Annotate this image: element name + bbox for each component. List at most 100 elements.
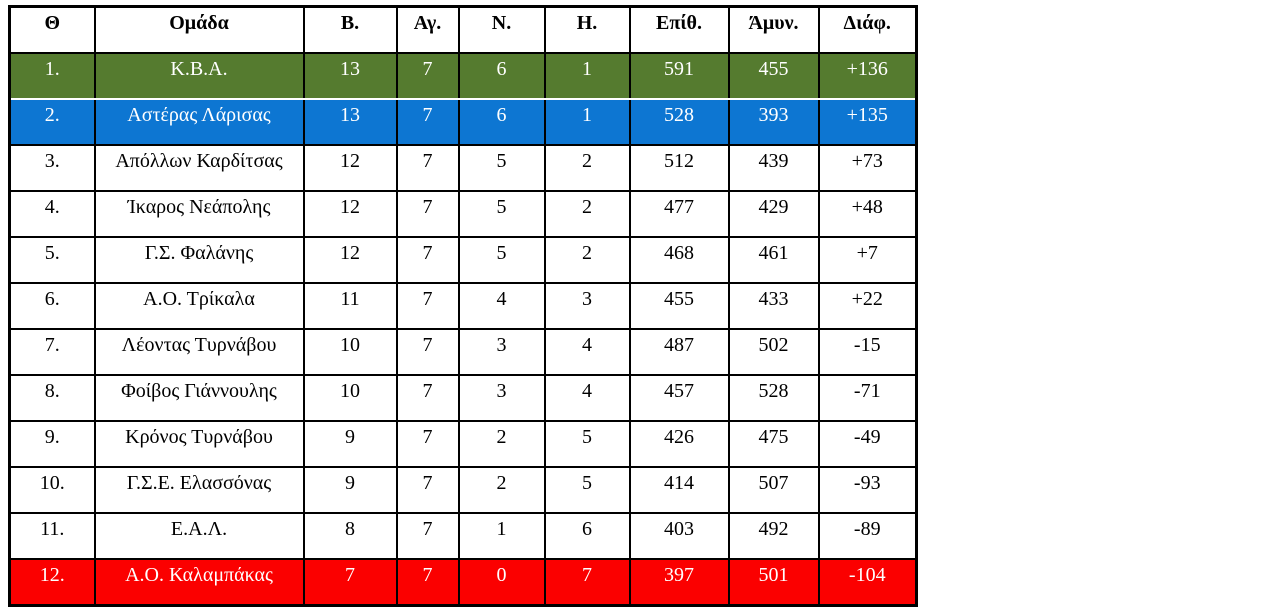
- cell-points-against: 492: [727, 512, 820, 560]
- cell-team: Ε.Α.Λ.: [93, 512, 305, 560]
- cell-points-against: 507: [727, 466, 820, 514]
- cell-position: 4.: [8, 190, 96, 238]
- cell-losses: 1: [543, 98, 631, 146]
- cell-points: 8: [302, 512, 398, 560]
- table-row: 5. Γ.Σ. Φαλάνης 12 7 5 2 468 461 +7: [8, 236, 918, 284]
- table-row: 1. Κ.Β.Α. 13 7 6 1 591 455 +136: [8, 52, 918, 100]
- cell-points-against: 393: [727, 98, 820, 146]
- cell-losses: 5: [543, 466, 631, 514]
- cell-losses: 7: [543, 558, 631, 607]
- cell-team: Κρόνος Τυρνάβου: [93, 420, 305, 468]
- standings-table-container: Θ Ομάδα Β. Αγ. Ν. Η. Επίθ. Άμυν. Διάφ. 1…: [8, 5, 918, 607]
- header-wins: Ν.: [457, 5, 546, 54]
- cell-points-for: 468: [628, 236, 730, 284]
- cell-position: 10.: [8, 466, 96, 514]
- cell-wins: 5: [457, 190, 546, 238]
- table-row: 4. Ίκαρος Νεάπολης 12 7 5 2 477 429 +48: [8, 190, 918, 238]
- cell-diff: -49: [817, 420, 918, 468]
- header-games: Αγ.: [395, 5, 460, 54]
- cell-team: Γ.Σ.Ε. Ελασσόνας: [93, 466, 305, 514]
- cell-losses: 6: [543, 512, 631, 560]
- cell-diff: -15: [817, 328, 918, 376]
- cell-team: Ίκαρος Νεάπολης: [93, 190, 305, 238]
- cell-games: 7: [395, 374, 460, 422]
- cell-team: Λέοντας Τυρνάβου: [93, 328, 305, 376]
- cell-points-for: 487: [628, 328, 730, 376]
- cell-losses: 1: [543, 52, 631, 100]
- table-row: 9. Κρόνος Τυρνάβου 9 7 2 5 426 475 -49: [8, 420, 918, 468]
- cell-team: Α.Ο. Τρίκαλα: [93, 282, 305, 330]
- cell-diff: +22: [817, 282, 918, 330]
- cell-team: Φοίβος Γιάννουλης: [93, 374, 305, 422]
- cell-points-against: 475: [727, 420, 820, 468]
- cell-points-for: 414: [628, 466, 730, 514]
- cell-points-against: 455: [727, 52, 820, 100]
- cell-games: 7: [395, 420, 460, 468]
- cell-team: Α.Ο. Καλαμπάκας: [93, 558, 305, 607]
- cell-position: 7.: [8, 328, 96, 376]
- cell-points: 9: [302, 420, 398, 468]
- cell-points: 11: [302, 282, 398, 330]
- cell-games: 7: [395, 236, 460, 284]
- cell-team: Κ.Β.Α.: [93, 52, 305, 100]
- cell-diff: +135: [817, 98, 918, 146]
- cell-games: 7: [395, 328, 460, 376]
- header-position: Θ: [8, 5, 96, 54]
- cell-diff: -104: [817, 558, 918, 607]
- cell-wins: 3: [457, 374, 546, 422]
- cell-losses: 2: [543, 190, 631, 238]
- cell-diff: +136: [817, 52, 918, 100]
- table-row: 8. Φοίβος Γιάννουλης 10 7 3 4 457 528 -7…: [8, 374, 918, 422]
- cell-points-against: 501: [727, 558, 820, 607]
- cell-position: 2.: [8, 98, 96, 146]
- cell-games: 7: [395, 512, 460, 560]
- cell-points: 10: [302, 328, 398, 376]
- header-points-against: Άμυν.: [727, 5, 820, 54]
- cell-points: 7: [302, 558, 398, 607]
- table-row: 11. Ε.Α.Λ. 8 7 1 6 403 492 -89: [8, 512, 918, 560]
- cell-points-against: 439: [727, 144, 820, 192]
- cell-points-for: 477: [628, 190, 730, 238]
- header-diff: Διάφ.: [817, 5, 918, 54]
- cell-games: 7: [395, 190, 460, 238]
- cell-wins: 5: [457, 144, 546, 192]
- cell-points-for: 591: [628, 52, 730, 100]
- cell-points: 12: [302, 144, 398, 192]
- cell-position: 1.: [8, 52, 96, 100]
- cell-wins: 3: [457, 328, 546, 376]
- cell-losses: 4: [543, 328, 631, 376]
- cell-position: 12.: [8, 558, 96, 607]
- cell-diff: +48: [817, 190, 918, 238]
- cell-points: 12: [302, 236, 398, 284]
- table-row: 3. Απόλλων Καρδίτσας 12 7 5 2 512 439 +7…: [8, 144, 918, 192]
- cell-wins: 6: [457, 52, 546, 100]
- cell-wins: 5: [457, 236, 546, 284]
- cell-points-for: 512: [628, 144, 730, 192]
- cell-wins: 6: [457, 98, 546, 146]
- table-row: 7. Λέοντας Τυρνάβου 10 7 3 4 487 502 -15: [8, 328, 918, 376]
- cell-points: 9: [302, 466, 398, 514]
- cell-points-for: 426: [628, 420, 730, 468]
- cell-losses: 5: [543, 420, 631, 468]
- cell-position: 9.: [8, 420, 96, 468]
- cell-points-against: 433: [727, 282, 820, 330]
- cell-position: 3.: [8, 144, 96, 192]
- standings-table: Θ Ομάδα Β. Αγ. Ν. Η. Επίθ. Άμυν. Διάφ. 1…: [8, 5, 918, 607]
- cell-diff: +73: [817, 144, 918, 192]
- cell-diff: -89: [817, 512, 918, 560]
- cell-wins: 2: [457, 466, 546, 514]
- cell-position: 11.: [8, 512, 96, 560]
- cell-points-against: 502: [727, 328, 820, 376]
- cell-points-for: 455: [628, 282, 730, 330]
- cell-wins: 2: [457, 420, 546, 468]
- cell-points-against: 528: [727, 374, 820, 422]
- cell-losses: 2: [543, 236, 631, 284]
- cell-wins: 1: [457, 512, 546, 560]
- cell-games: 7: [395, 466, 460, 514]
- cell-position: 8.: [8, 374, 96, 422]
- cell-position: 6.: [8, 282, 96, 330]
- cell-wins: 4: [457, 282, 546, 330]
- table-row: 10. Γ.Σ.Ε. Ελασσόνας 9 7 2 5 414 507 -93: [8, 466, 918, 514]
- cell-team: Αστέρας Λάρισας: [93, 98, 305, 146]
- cell-diff: -93: [817, 466, 918, 514]
